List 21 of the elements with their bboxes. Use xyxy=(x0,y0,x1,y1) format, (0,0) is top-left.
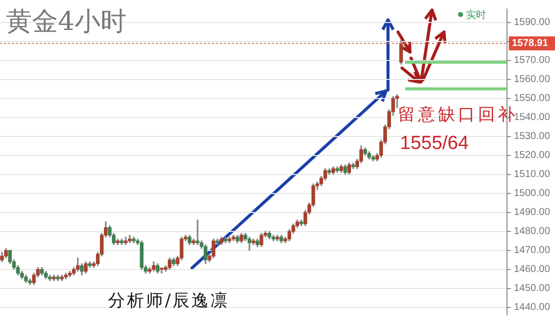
y-tick-label: 1520.00 xyxy=(514,150,550,162)
y-tick-label: 1460.00 xyxy=(514,264,550,276)
y-tick-label: 1550.00 xyxy=(514,93,550,104)
annotation: 分析师/辰逸凛 xyxy=(108,290,230,312)
annotation: 实时 xyxy=(466,8,486,22)
y-tick-label: 1470.00 xyxy=(514,245,550,256)
y-tick-label: 1570.00 xyxy=(514,55,550,66)
y-tick-label: 1510.00 xyxy=(514,169,550,180)
y-tick-label: 1480.00 xyxy=(514,226,550,238)
annotation: 1555/64 xyxy=(400,133,469,155)
y-tick-label: 1490.00 xyxy=(514,207,550,218)
y-tick-label: 1530.00 xyxy=(514,131,550,142)
y-tick-label: 1560.00 xyxy=(514,74,550,86)
y-tick-label: 1590.00 xyxy=(514,17,550,28)
y-tick-label: 1500.00 xyxy=(514,188,550,200)
y-tick-label: 1450.00 xyxy=(514,283,550,294)
chart-title: 黄金4小时 xyxy=(6,6,127,39)
ref-line-label: 1578.91 xyxy=(512,38,548,50)
candlestick xyxy=(196,220,200,246)
y-tick-label: 1440.00 xyxy=(514,302,550,314)
y-tick-label: 1540.00 xyxy=(514,112,550,124)
